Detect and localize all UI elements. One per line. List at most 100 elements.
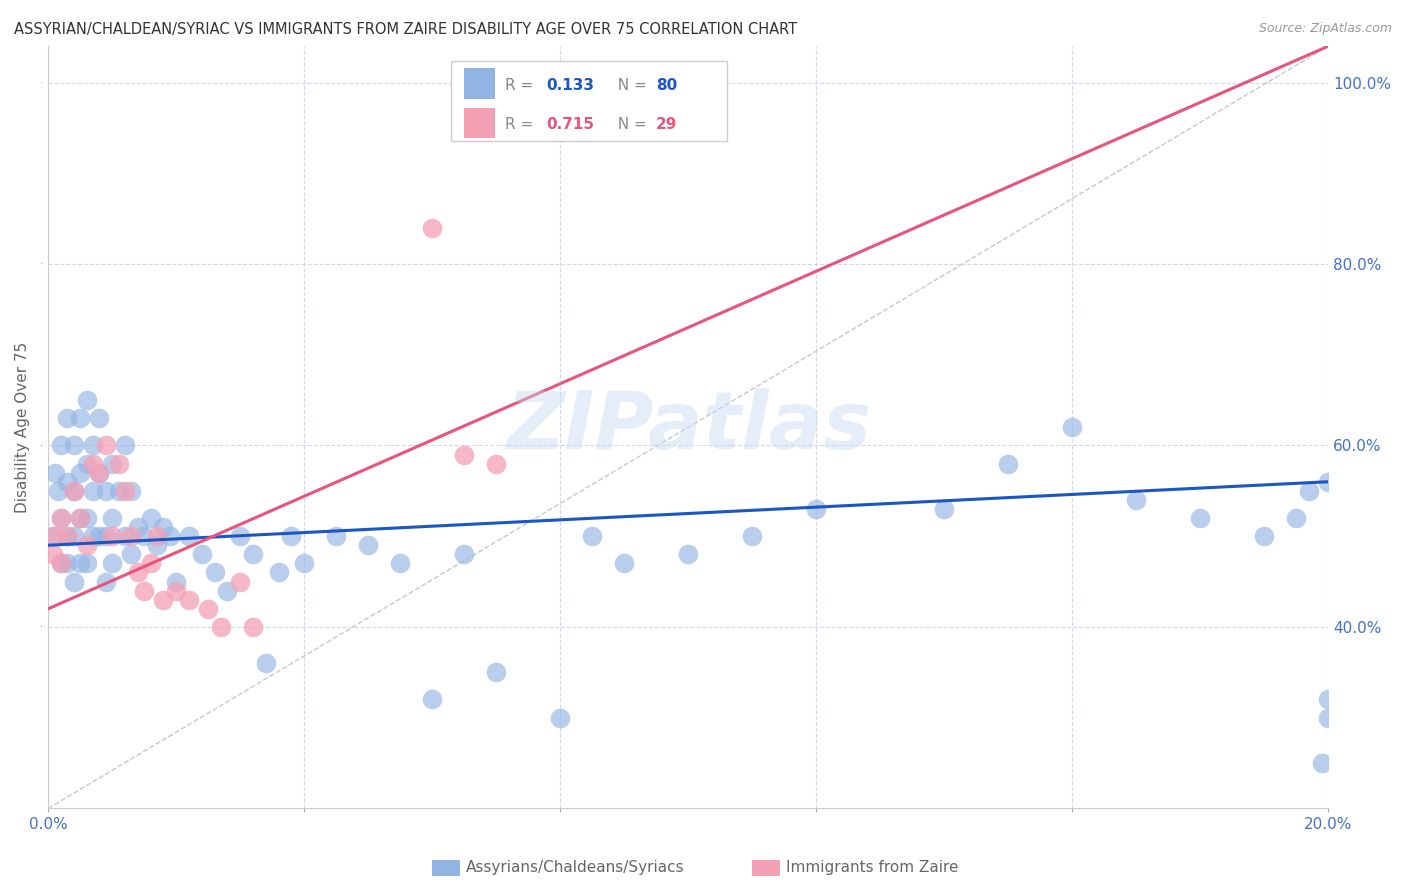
Point bbox=[114, 483, 136, 498]
Point bbox=[177, 529, 200, 543]
Point bbox=[76, 557, 98, 571]
Point bbox=[242, 547, 264, 561]
Point bbox=[804, 502, 827, 516]
Point bbox=[56, 411, 79, 425]
Text: N =: N = bbox=[607, 117, 651, 132]
Point bbox=[63, 483, 86, 498]
Point bbox=[56, 529, 79, 543]
Point bbox=[1285, 511, 1308, 525]
Point bbox=[420, 692, 443, 706]
Point bbox=[44, 466, 66, 480]
Point bbox=[82, 438, 104, 452]
Point bbox=[217, 583, 239, 598]
Point bbox=[254, 656, 277, 670]
Text: 29: 29 bbox=[657, 117, 678, 132]
Point bbox=[89, 466, 111, 480]
Point bbox=[94, 574, 117, 589]
Point bbox=[420, 220, 443, 235]
Point bbox=[89, 466, 111, 480]
Point bbox=[389, 557, 412, 571]
Point bbox=[1125, 492, 1147, 507]
Text: 0.133: 0.133 bbox=[546, 78, 595, 93]
Point bbox=[1298, 483, 1320, 498]
Point bbox=[741, 529, 763, 543]
Text: Source: ZipAtlas.com: Source: ZipAtlas.com bbox=[1258, 22, 1392, 36]
Point bbox=[139, 511, 162, 525]
Point bbox=[63, 483, 86, 498]
Point bbox=[453, 448, 475, 462]
Point bbox=[165, 574, 187, 589]
Point bbox=[94, 438, 117, 452]
Point bbox=[453, 547, 475, 561]
Point bbox=[229, 574, 252, 589]
Point bbox=[44, 529, 66, 543]
Point bbox=[101, 529, 124, 543]
Point bbox=[82, 483, 104, 498]
Point bbox=[49, 557, 72, 571]
Point bbox=[581, 529, 603, 543]
Point bbox=[69, 557, 91, 571]
Point bbox=[613, 557, 636, 571]
Point bbox=[114, 438, 136, 452]
Point bbox=[146, 538, 169, 552]
Point bbox=[69, 511, 91, 525]
FancyBboxPatch shape bbox=[451, 62, 727, 142]
Point bbox=[69, 466, 91, 480]
Point bbox=[134, 583, 156, 598]
Point bbox=[49, 511, 72, 525]
Text: Assyrians/Chaldeans/Syriacs: Assyrians/Chaldeans/Syriacs bbox=[465, 861, 685, 875]
Text: N =: N = bbox=[607, 78, 651, 93]
Point bbox=[139, 557, 162, 571]
Y-axis label: Disability Age Over 75: Disability Age Over 75 bbox=[15, 342, 30, 513]
Point bbox=[485, 457, 508, 471]
Text: 0.715: 0.715 bbox=[546, 117, 595, 132]
Point bbox=[42, 529, 65, 543]
Point bbox=[56, 557, 79, 571]
Point bbox=[1317, 692, 1340, 706]
Point bbox=[89, 529, 111, 543]
Point bbox=[89, 411, 111, 425]
Point bbox=[934, 502, 956, 516]
Point bbox=[191, 547, 214, 561]
Point bbox=[177, 592, 200, 607]
Point bbox=[548, 711, 571, 725]
Point bbox=[82, 457, 104, 471]
Point bbox=[120, 483, 142, 498]
Point bbox=[1317, 711, 1340, 725]
Point bbox=[1317, 475, 1340, 489]
Point bbox=[134, 529, 156, 543]
Point bbox=[94, 483, 117, 498]
Point bbox=[280, 529, 302, 543]
Point bbox=[120, 529, 142, 543]
Point bbox=[209, 620, 232, 634]
Bar bbox=[464, 108, 495, 138]
Bar bbox=[464, 69, 495, 99]
Point bbox=[152, 592, 174, 607]
Point bbox=[204, 566, 226, 580]
Point bbox=[152, 520, 174, 534]
Text: 80: 80 bbox=[657, 78, 678, 93]
Point bbox=[76, 393, 98, 408]
Point bbox=[127, 566, 149, 580]
Point bbox=[159, 529, 181, 543]
Point bbox=[1310, 756, 1333, 770]
Point bbox=[56, 475, 79, 489]
Point bbox=[46, 483, 69, 498]
Point bbox=[49, 511, 72, 525]
Point bbox=[76, 538, 98, 552]
Text: ZIPatlas: ZIPatlas bbox=[506, 388, 870, 467]
Point bbox=[101, 457, 124, 471]
Point bbox=[69, 511, 91, 525]
Point bbox=[56, 529, 79, 543]
Point bbox=[485, 665, 508, 680]
Point bbox=[114, 529, 136, 543]
Point bbox=[94, 529, 117, 543]
Point bbox=[267, 566, 290, 580]
Point bbox=[165, 583, 187, 598]
Point bbox=[242, 620, 264, 634]
Point bbox=[997, 457, 1019, 471]
Point bbox=[229, 529, 252, 543]
Point bbox=[107, 457, 129, 471]
Point bbox=[1253, 529, 1275, 543]
Point bbox=[63, 529, 86, 543]
